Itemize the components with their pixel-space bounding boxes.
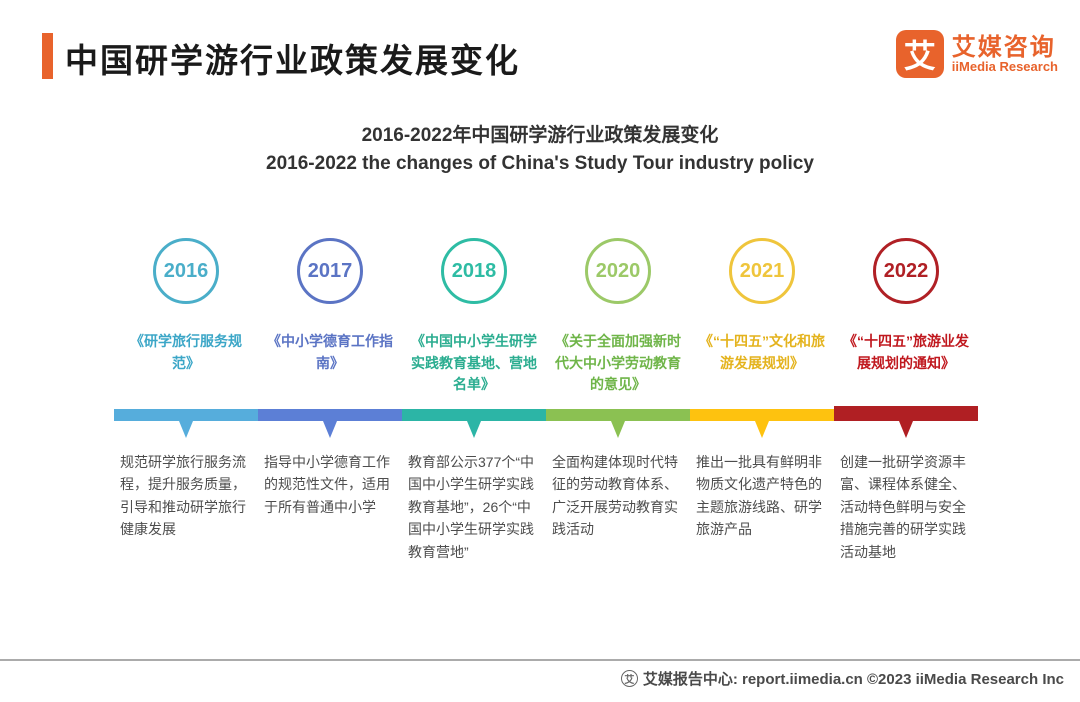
footer-text: 艾媒报告中心: report.iimedia.cn ©2023 iiMedia … bbox=[642, 671, 1064, 688]
footer: 艾 艾媒报告中心: report.iimedia.cn ©2023 iiMedi… bbox=[620, 668, 1064, 689]
year-label: 2020 bbox=[595, 259, 641, 282]
year-circle-wrap: 2022 bbox=[834, 235, 978, 307]
policy-description: 推出一批具有鲜明非物质文化遗产特色的主题旅游线路、研学旅游产品 bbox=[696, 454, 822, 538]
year-circle: 2016 bbox=[153, 238, 219, 304]
timeline-arrow-down bbox=[467, 421, 481, 438]
policy-title: 《中小学德育工作指南》 bbox=[267, 333, 393, 371]
timeline-arrow-down bbox=[755, 421, 769, 438]
year-label: 2018 bbox=[451, 259, 497, 282]
timeline-arrow-down bbox=[611, 421, 625, 438]
timeline-arrow-down bbox=[179, 421, 193, 438]
policy-title: 《研学旅行服务规范》 bbox=[130, 333, 242, 371]
year-circle: 2020 bbox=[585, 238, 651, 304]
policy-description: 规范研学旅行服务流程，提升服务质量，引导和推动研学旅行健康发展 bbox=[120, 454, 246, 538]
iimedia-logo-icon: 艾 bbox=[895, 30, 944, 78]
timeline-bar-segment bbox=[258, 409, 402, 421]
timeline-item: 2022 《“十四五”旅游业发展规划的通知》 创建一批研学资源丰富、课程体系健全… bbox=[834, 235, 978, 563]
timeline-row: 2016 《研学旅行服务规范》 规范研学旅行服务流程，提升服务质量，引导和推动研… bbox=[114, 235, 978, 563]
timeline-item: 2020 《关于全面加强新时代大中小学劳动教育的意见》 全面构建体现时代特征的劳… bbox=[546, 235, 690, 563]
year-label: 2021 bbox=[739, 259, 785, 282]
logo-name-en: iiMedia Research bbox=[951, 58, 1058, 74]
policy-title: 《“十四五”文化和旅游发展规划》 bbox=[699, 333, 825, 371]
policy-description: 指导中小学德育工作的规范性文件，适用于所有普通中小学 bbox=[264, 454, 390, 515]
year-circle: 2022 bbox=[873, 238, 939, 304]
policy-title: 《中国中小学生研学实践教育基地、营地名单》 bbox=[411, 333, 537, 393]
policy-title: 《“十四五”旅游业发展规划的通知》 bbox=[843, 333, 969, 371]
timeline-arrow-down bbox=[323, 421, 337, 438]
year-label: 2016 bbox=[163, 259, 209, 282]
policy-description: 教育部公示377个“中国中小学生研学实践教育基地”，26个“中国中小学生研学实践… bbox=[408, 454, 535, 560]
timeline-item: 2017 《中小学德育工作指南》 指导中小学德育工作的规范性文件，适用于所有普通… bbox=[258, 235, 402, 563]
year-circle: 2017 bbox=[297, 238, 363, 304]
chart-title-en: 2016-2022 the changes of China's Study T… bbox=[266, 153, 814, 174]
footer-divider bbox=[0, 659, 1080, 661]
page-title: 中国研学游行业政策发展变化 bbox=[65, 42, 520, 79]
policy-title: 《关于全面加强新时代大中小学劳动教育的意见》 bbox=[555, 333, 681, 393]
timeline-bar-segment bbox=[402, 409, 546, 421]
iimedia-logo: 艾 艾媒咨询 iiMedia Research bbox=[895, 30, 1058, 78]
year-circle: 2018 bbox=[441, 238, 507, 304]
timeline-bar-segment bbox=[114, 409, 258, 421]
iimedia-badge-icon: 艾 bbox=[620, 670, 638, 687]
year-circle-wrap: 2021 bbox=[690, 235, 834, 307]
timeline-bar-segment bbox=[834, 406, 978, 421]
year-circle-wrap: 2020 bbox=[546, 235, 690, 307]
timeline-item: 2016 《研学旅行服务规范》 规范研学旅行服务流程，提升服务质量，引导和推动研… bbox=[114, 235, 258, 563]
timeline-bar-segment bbox=[690, 409, 834, 421]
chart-title-cn: 2016-2022年中国研学游行业政策发展变化 bbox=[361, 125, 719, 146]
year-circle-wrap: 2018 bbox=[402, 235, 546, 307]
iimedia-logo-text: 艾媒咨询 iiMedia Research bbox=[951, 33, 1058, 74]
timeline-bar-segment bbox=[546, 409, 690, 421]
year-circle-wrap: 2016 bbox=[114, 235, 258, 307]
title-accent-bar bbox=[42, 33, 53, 79]
year-label: 2017 bbox=[307, 259, 353, 282]
year-label: 2022 bbox=[883, 259, 929, 282]
timeline-item: 2018 《中国中小学生研学实践教育基地、营地名单》 教育部公示377个“中国中… bbox=[402, 235, 546, 563]
year-circle: 2021 bbox=[729, 238, 795, 304]
year-circle-wrap: 2017 bbox=[258, 235, 402, 307]
logo-name-cn: 艾媒咨询 bbox=[951, 33, 1056, 61]
policy-description: 全面构建体现时代特征的劳动教育体系、广泛开展劳动教育实践活动 bbox=[552, 454, 678, 538]
timeline-arrow-down bbox=[899, 421, 913, 438]
timeline-item: 2021 《“十四五”文化和旅游发展规划》 推出一批具有鲜明非物质文化遗产特色的… bbox=[690, 235, 834, 563]
policy-description: 创建一批研学资源丰富、课程体系健全、活动特色鲜明与安全措施完善的研学实践活动基地 bbox=[840, 454, 966, 560]
